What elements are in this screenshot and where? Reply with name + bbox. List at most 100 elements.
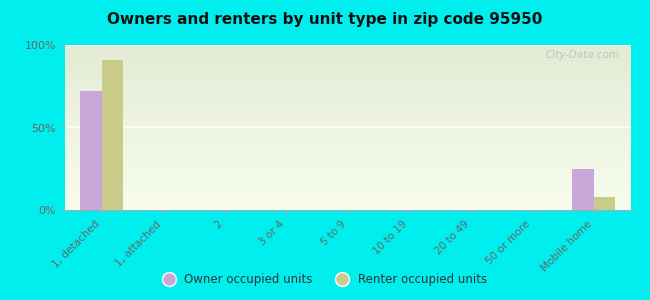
- Bar: [65, 75, 630, 76]
- Bar: [65, 73, 630, 74]
- Bar: [65, 83, 630, 84]
- Bar: [65, 55, 630, 56]
- Bar: [65, 77, 630, 78]
- Bar: [65, 124, 630, 125]
- Bar: [65, 146, 630, 147]
- Bar: [65, 49, 630, 50]
- Bar: [65, 180, 630, 181]
- Text: Owners and renters by unit type in zip code 95950: Owners and renters by unit type in zip c…: [107, 12, 543, 27]
- Bar: [65, 175, 630, 176]
- Bar: [65, 105, 630, 106]
- Bar: [65, 62, 630, 63]
- Bar: [65, 102, 630, 103]
- Bar: [65, 79, 630, 80]
- Bar: [65, 207, 630, 208]
- Bar: [65, 201, 630, 202]
- Bar: [65, 164, 630, 165]
- Bar: [65, 144, 630, 145]
- Bar: [593, 197, 615, 210]
- Bar: [65, 118, 630, 119]
- Bar: [65, 158, 630, 159]
- Bar: [65, 89, 630, 90]
- Bar: [65, 69, 630, 70]
- Bar: [65, 103, 630, 104]
- Bar: [65, 100, 630, 101]
- Bar: [65, 196, 630, 197]
- Bar: [65, 171, 630, 172]
- Bar: [65, 189, 630, 190]
- Bar: [65, 50, 630, 51]
- Bar: [65, 163, 630, 164]
- Bar: [65, 53, 630, 54]
- Bar: [65, 143, 630, 144]
- Bar: [65, 132, 630, 133]
- Bar: [65, 149, 630, 150]
- Bar: [65, 173, 630, 174]
- Bar: [65, 80, 630, 81]
- Bar: [65, 134, 630, 135]
- Bar: [65, 159, 630, 160]
- Bar: [65, 184, 630, 185]
- Bar: [65, 111, 630, 112]
- Bar: [65, 114, 630, 115]
- Bar: [65, 56, 630, 57]
- Bar: [65, 115, 630, 116]
- Bar: [65, 136, 630, 137]
- Bar: [65, 191, 630, 192]
- Bar: [65, 197, 630, 198]
- Bar: [65, 61, 630, 62]
- Bar: [65, 160, 630, 161]
- Bar: [65, 60, 630, 61]
- Bar: [65, 88, 630, 89]
- Bar: [65, 86, 630, 87]
- Bar: [65, 187, 630, 188]
- Bar: [65, 46, 630, 47]
- Bar: [65, 186, 630, 187]
- Bar: [65, 204, 630, 205]
- Bar: [65, 199, 630, 200]
- Bar: [65, 66, 630, 67]
- Bar: [65, 123, 630, 124]
- Bar: [65, 127, 630, 128]
- Bar: [65, 47, 630, 48]
- Bar: [65, 157, 630, 158]
- Bar: [65, 177, 630, 178]
- Text: City-Data.com: City-Data.com: [545, 50, 619, 60]
- Bar: [65, 133, 630, 134]
- Bar: [65, 205, 630, 206]
- Bar: [65, 160, 630, 161]
- Bar: [65, 93, 630, 94]
- Bar: [65, 64, 630, 65]
- Bar: [65, 150, 630, 151]
- Bar: [65, 95, 630, 96]
- Bar: [65, 59, 630, 60]
- Bar: [65, 137, 630, 138]
- Bar: [65, 169, 630, 170]
- Bar: [65, 126, 630, 127]
- Bar: [65, 112, 630, 113]
- Bar: [65, 54, 630, 55]
- Bar: [65, 51, 630, 52]
- Bar: [65, 106, 630, 107]
- Bar: [65, 117, 630, 118]
- Bar: [65, 169, 630, 170]
- Bar: [65, 107, 630, 108]
- Bar: [65, 153, 630, 154]
- Bar: [65, 97, 630, 98]
- Bar: [65, 63, 630, 64]
- Bar: [65, 120, 630, 121]
- Bar: [65, 203, 630, 204]
- Bar: [65, 48, 630, 49]
- Legend: Owner occupied units, Renter occupied units: Owner occupied units, Renter occupied un…: [159, 269, 491, 291]
- Bar: [65, 101, 630, 102]
- Bar: [65, 165, 630, 166]
- Bar: [65, 190, 630, 191]
- Bar: [65, 139, 630, 140]
- Bar: [65, 131, 630, 132]
- Bar: [65, 113, 630, 114]
- Bar: [65, 135, 630, 136]
- Bar: [65, 148, 630, 149]
- Bar: [65, 71, 630, 72]
- Bar: [65, 109, 630, 110]
- Bar: [65, 183, 630, 184]
